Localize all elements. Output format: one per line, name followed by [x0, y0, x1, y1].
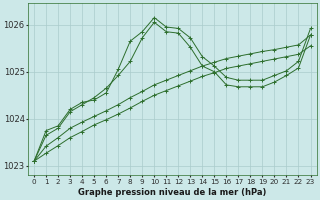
- X-axis label: Graphe pression niveau de la mer (hPa): Graphe pression niveau de la mer (hPa): [78, 188, 267, 197]
